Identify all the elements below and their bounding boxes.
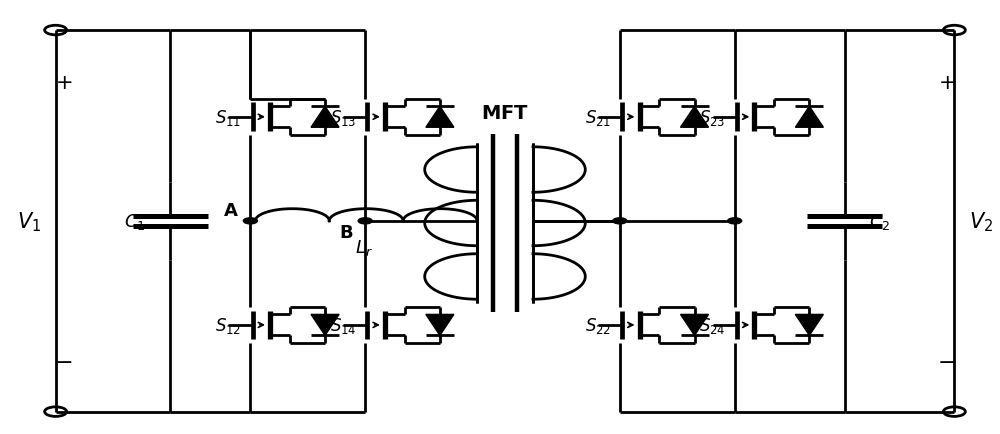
- Polygon shape: [426, 315, 454, 335]
- Text: $\mathbf{MFT}$: $\mathbf{MFT}$: [481, 104, 529, 123]
- Circle shape: [243, 218, 257, 224]
- Text: $V_2$: $V_2$: [969, 210, 993, 233]
- Text: $+$: $+$: [55, 73, 72, 93]
- Text: $S_{24}$: $S_{24}$: [699, 315, 726, 335]
- Text: $V_1$: $V_1$: [17, 210, 41, 233]
- Text: $\mathbf{B}$: $\mathbf{B}$: [339, 224, 353, 241]
- Polygon shape: [426, 107, 454, 128]
- Polygon shape: [681, 107, 709, 128]
- Text: $S_{11}$: $S_{11}$: [215, 108, 242, 128]
- Text: $S_{23}$: $S_{23}$: [699, 108, 726, 128]
- Circle shape: [728, 218, 742, 224]
- Text: $C_2$: $C_2$: [869, 211, 891, 231]
- Polygon shape: [795, 107, 823, 128]
- Text: $S_{14}$: $S_{14}$: [330, 315, 357, 335]
- Polygon shape: [681, 315, 709, 335]
- Circle shape: [358, 218, 372, 224]
- Text: $\mathbf{A}$: $\mathbf{A}$: [223, 201, 238, 219]
- Polygon shape: [311, 107, 339, 128]
- Text: $L_r$: $L_r$: [355, 237, 373, 257]
- Text: $C_1$: $C_1$: [124, 211, 145, 231]
- Text: $S_{12}$: $S_{12}$: [215, 315, 241, 335]
- Text: $-$: $-$: [937, 350, 956, 370]
- Text: $S_{21}$: $S_{21}$: [585, 108, 611, 128]
- Text: $S_{13}$: $S_{13}$: [330, 108, 356, 128]
- Text: $-$: $-$: [54, 350, 73, 370]
- Text: $S_{22}$: $S_{22}$: [585, 315, 611, 335]
- Polygon shape: [795, 315, 823, 335]
- Circle shape: [613, 218, 627, 224]
- Text: $+$: $+$: [938, 73, 955, 93]
- Polygon shape: [311, 315, 339, 335]
